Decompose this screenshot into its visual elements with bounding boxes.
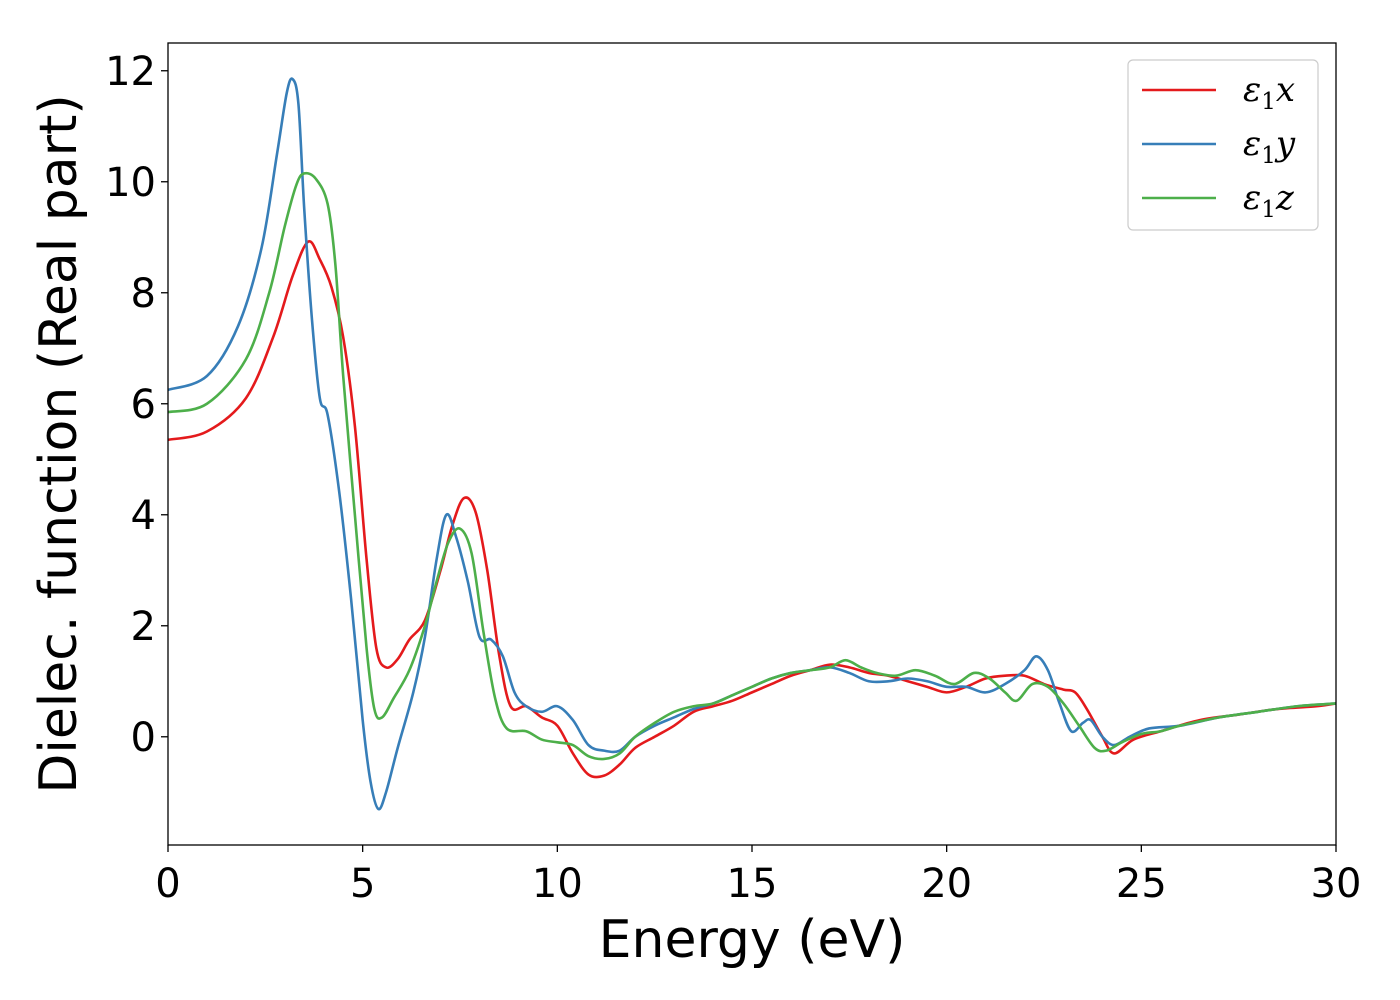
y-axis: 0 2 4 6 8 10 12 [105, 49, 168, 761]
y-axis-title: Dielec. function (Real part) [29, 94, 89, 793]
y-tick-label: 0 [131, 715, 156, 761]
x-tick-label: 15 [727, 861, 778, 907]
legend-box [1127, 59, 1319, 231]
y-tick-label: 4 [131, 493, 156, 539]
series-line-z [168, 171, 1336, 761]
series-line-y [168, 77, 1336, 811]
series-line-x [168, 240, 1336, 779]
x-tick-label: 20 [921, 861, 972, 907]
y-tick-label: 10 [105, 160, 156, 206]
legend-label-x: ε1x [1243, 70, 1295, 115]
x-tick-label: 10 [532, 861, 583, 907]
y-tick-label: 12 [105, 49, 156, 95]
x-axis-title: Energy (eV) [599, 910, 906, 970]
y-tick-label: 2 [131, 604, 156, 650]
x-tick-label: 25 [1116, 861, 1167, 907]
legend-label-z: ε1z [1243, 178, 1295, 223]
x-tick-label: 0 [155, 861, 180, 907]
series-layer [168, 77, 1336, 811]
legend-label-y: ε1y [1243, 124, 1296, 169]
y-tick-label: 6 [131, 382, 156, 428]
x-tick-label: 5 [350, 861, 375, 907]
x-axis: 0 5 10 15 20 25 30 [155, 845, 1361, 907]
legend: ε1x ε1y ε1z [1127, 59, 1319, 231]
x-tick-label: 30 [1311, 861, 1362, 907]
y-tick-label: 8 [131, 271, 156, 317]
